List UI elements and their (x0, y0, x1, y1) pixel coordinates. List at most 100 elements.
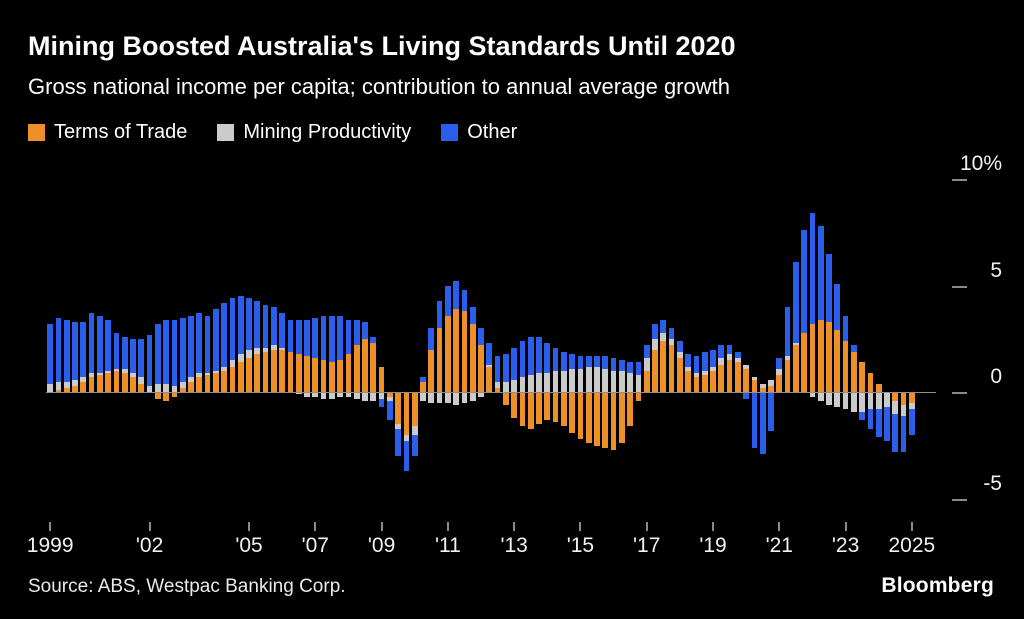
bar-segment (47, 324, 54, 384)
bar-segment (287, 319, 294, 352)
chart-subtitle: Gross national income per capita; contri… (28, 74, 730, 99)
bar-segment (643, 345, 650, 359)
bar-segment (643, 370, 650, 393)
bar-segment (552, 370, 559, 393)
bar-segment (88, 313, 95, 374)
bar-segment (130, 373, 136, 378)
bar-segment (188, 381, 194, 393)
bar-segment (602, 368, 609, 393)
bar-segment (436, 300, 443, 329)
y-axis-label: 10% (959, 152, 1002, 176)
bar-segment (908, 409, 915, 435)
bar-segment (900, 392, 907, 406)
bar-segment (544, 343, 551, 374)
legend-item-other: Other (441, 121, 517, 144)
bar-segment (875, 383, 882, 393)
x-axis-label: '11 (434, 534, 461, 557)
bar-segment (536, 336, 542, 374)
bar-segment (560, 351, 567, 371)
bar-segment (328, 315, 335, 363)
bar-segment (618, 360, 625, 371)
bar-segment (212, 370, 219, 374)
bar-segment (428, 328, 435, 350)
x-axis-label: '05 (235, 534, 263, 557)
x-axis-label: '21 (765, 534, 793, 557)
x-axis-label: '09 (367, 534, 396, 557)
bar-segment (246, 358, 252, 393)
legend-label: Other (467, 120, 518, 143)
bar-segment (312, 392, 319, 397)
bar-segment (784, 360, 791, 393)
bar-segment (701, 375, 708, 393)
bar-segment (312, 358, 319, 393)
bar-segment (519, 377, 526, 393)
x-axis-tick (712, 522, 714, 531)
bar-segment (411, 434, 418, 457)
bar-segment (105, 370, 112, 374)
bar-segment (569, 392, 576, 433)
bar-segment (511, 392, 518, 418)
bar-segment (867, 409, 874, 429)
bar-segment (428, 349, 435, 393)
bar-segment (784, 356, 791, 361)
bar-segment (610, 370, 617, 393)
bar-segment (469, 392, 476, 401)
bar-segment (660, 332, 667, 342)
bar-segment (610, 392, 617, 450)
x-axis-tick (513, 522, 516, 531)
bar-segment (751, 377, 758, 380)
bar-segment (88, 377, 95, 393)
bar-segment (826, 321, 832, 393)
bar-segment (544, 373, 551, 393)
bar-segment (527, 392, 534, 429)
bar-segment (386, 400, 393, 421)
legend-label: Terms of Trade (54, 120, 188, 143)
bar-segment (63, 319, 70, 382)
bar-segment (270, 349, 277, 393)
bar-segment (444, 392, 451, 403)
bar-segment (502, 381, 509, 393)
bar-segment (55, 381, 62, 391)
bar-segment (486, 366, 493, 393)
bar-segment (527, 375, 534, 393)
bar-segment (668, 328, 675, 339)
bar-segment (436, 328, 443, 393)
bar-segment (585, 356, 592, 367)
bar-segment (378, 366, 385, 393)
bar-segment (726, 360, 733, 393)
bar-segment (594, 392, 600, 446)
bar-segment (842, 392, 849, 410)
bar-segment (461, 311, 468, 393)
bar-segment (154, 324, 161, 384)
bar-segment (80, 321, 87, 378)
bar-segment (96, 315, 103, 374)
bar-segment (171, 385, 178, 393)
bar-segment (536, 373, 542, 393)
bar-segment (594, 366, 600, 393)
bar-segment (146, 334, 153, 386)
bar-segment (179, 381, 186, 389)
bar-segment (113, 368, 120, 371)
x-axis-tick (148, 522, 151, 531)
bar-segment (163, 383, 170, 393)
bar-segment (146, 385, 153, 393)
bar-segment (660, 319, 667, 333)
bar-segment (279, 313, 286, 348)
bar-segment (461, 289, 468, 312)
bar-segment (453, 392, 460, 406)
x-axis-tick (380, 522, 383, 531)
bar-segment (196, 313, 203, 374)
bar-segment (759, 392, 766, 455)
x-axis-label: '07 (301, 534, 329, 557)
chart-title: Mining Boosted Australia's Living Standa… (28, 31, 736, 61)
bar-segment (237, 296, 244, 354)
bar-segment (403, 434, 410, 442)
bar-segment (121, 373, 128, 393)
bar-segment (246, 349, 252, 359)
bar-segment (96, 373, 103, 376)
bar-segment (892, 400, 899, 414)
bar-segment (121, 336, 128, 369)
bar-segment (826, 392, 832, 406)
bar-segment (884, 407, 890, 442)
bar-segment (229, 298, 236, 361)
